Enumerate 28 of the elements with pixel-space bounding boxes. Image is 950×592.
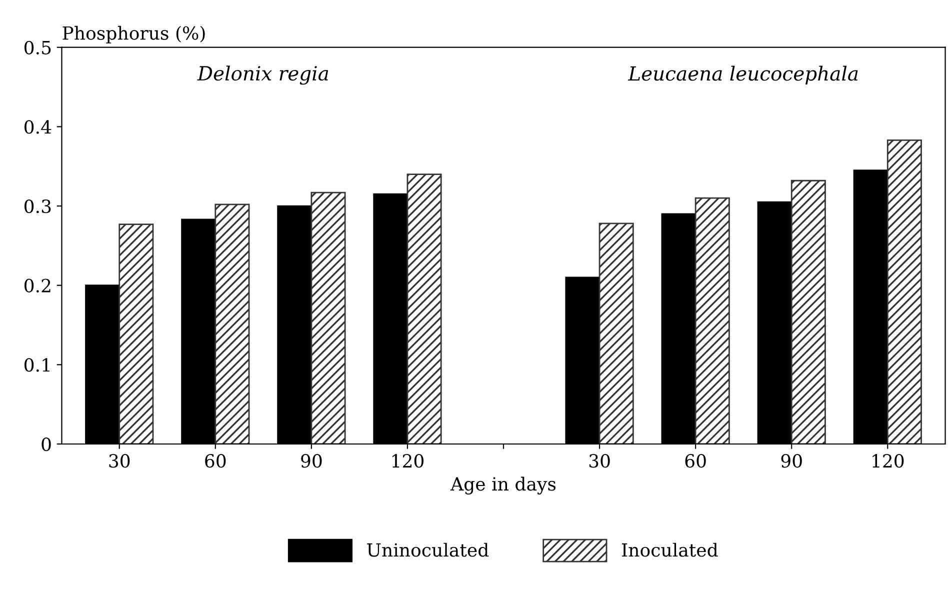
annotation: Delonix regia — [197, 66, 328, 85]
y-tick-label: 0.2 — [24, 278, 50, 292]
bar — [118, 224, 154, 444]
x-tick-label: 120 — [872, 454, 904, 468]
bar — [694, 197, 730, 444]
y-tick-label: 0 — [42, 437, 51, 452]
y-tick-label: 0.1 — [24, 358, 50, 372]
legend-label: Uninoculated — [367, 542, 489, 557]
x-tick-label: 90 — [781, 454, 802, 468]
bar — [406, 174, 442, 444]
x-tick-label: 30 — [109, 454, 130, 468]
y-tick-label: 0.3 — [24, 199, 51, 214]
x-tick-label: 60 — [205, 454, 226, 468]
bar — [886, 139, 922, 444]
x-tick-label: 90 — [301, 454, 322, 468]
y-axis-title: Phosphorus (%) — [62, 26, 205, 44]
legend-label: Inoculated — [622, 542, 718, 557]
x-tick-label: 120 — [392, 454, 424, 468]
x-tick-label: 30 — [589, 454, 610, 468]
bar — [790, 180, 826, 444]
bar — [598, 222, 634, 444]
annotation: Leucaena leucocephala — [628, 66, 858, 85]
y-tick-label: 0.4 — [24, 120, 52, 134]
x-tick-label: 60 — [685, 454, 706, 468]
bar — [214, 204, 250, 444]
y-tick-label: 0.5 — [24, 40, 51, 54]
x-axis-title: Age in days — [450, 476, 556, 494]
bar — [310, 192, 346, 444]
